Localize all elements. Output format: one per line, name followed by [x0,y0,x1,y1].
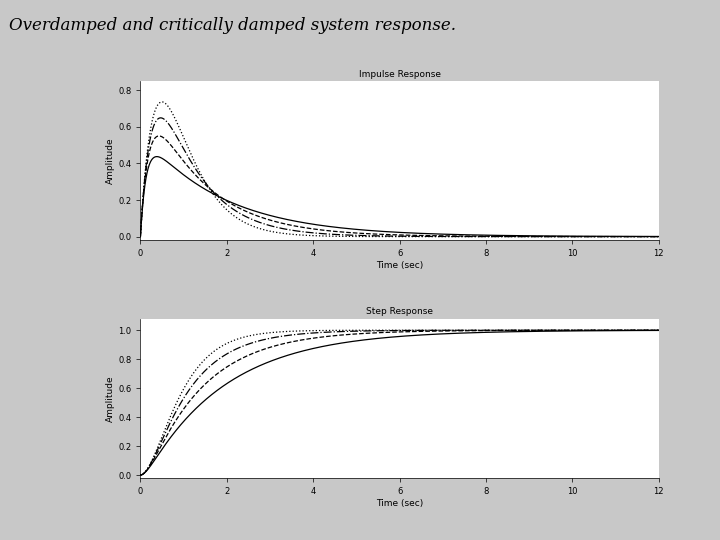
X-axis label: Time (sec): Time (sec) [376,499,423,508]
Text: Overdamped and critically damped system response.: Overdamped and critically damped system … [9,17,456,33]
Title: Impulse Response: Impulse Response [359,70,441,79]
Title: Step Response: Step Response [366,307,433,316]
X-axis label: Time (sec): Time (sec) [376,261,423,270]
Y-axis label: Amplitude: Amplitude [107,375,115,422]
Y-axis label: Amplitude: Amplitude [107,137,115,184]
